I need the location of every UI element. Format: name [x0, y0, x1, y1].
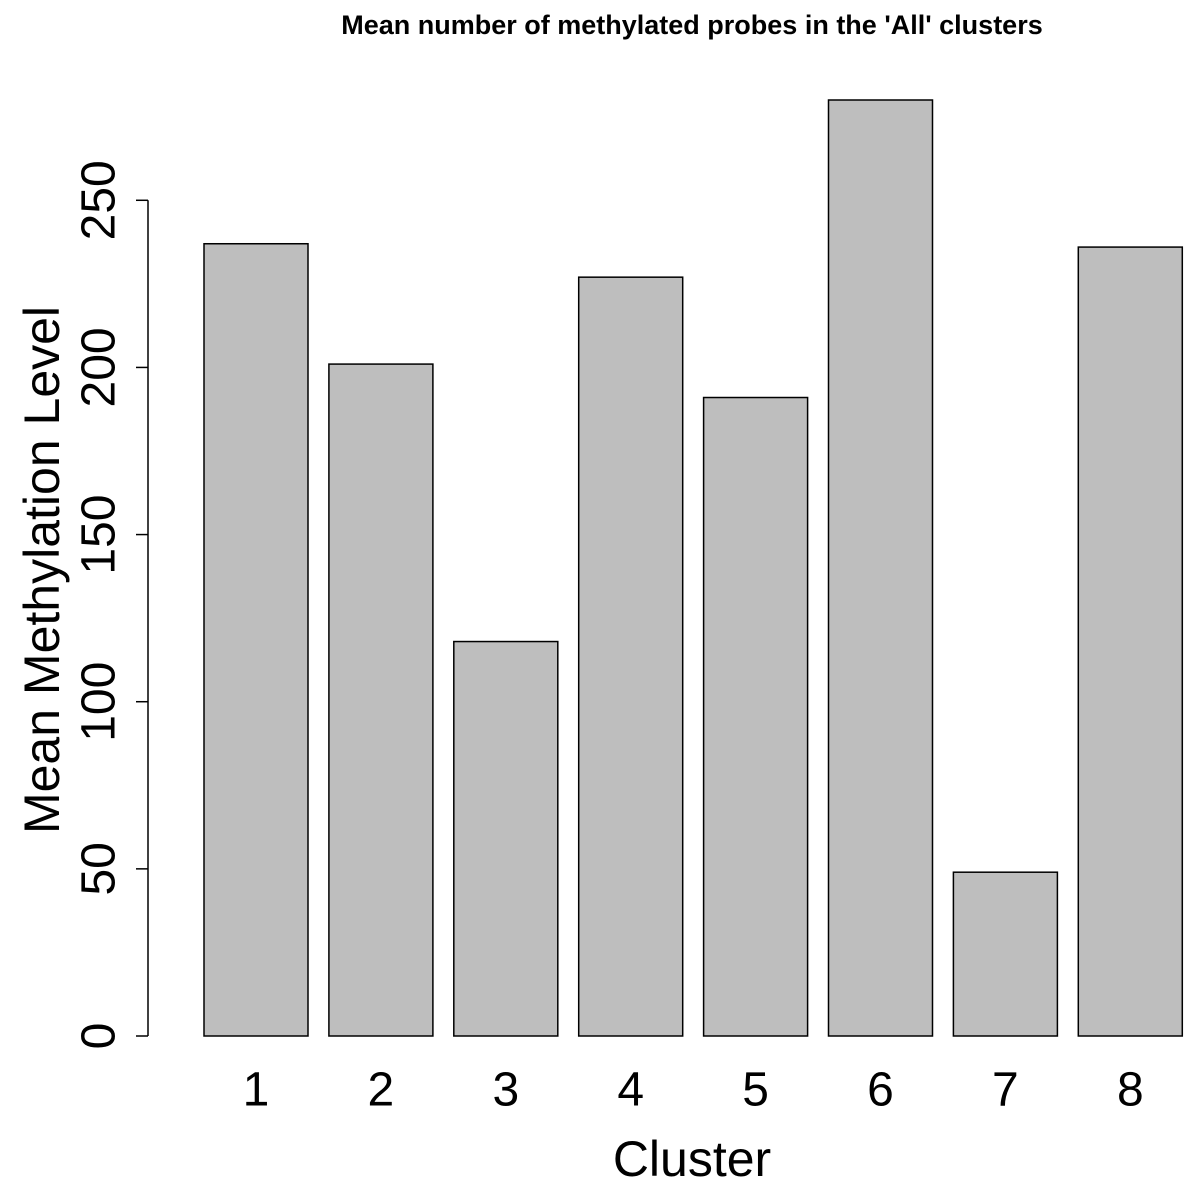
x-tick-label: 1 [243, 1064, 270, 1117]
bar [1077, 246, 1184, 1037]
y-tick-label: 200 [73, 327, 126, 407]
bar [577, 276, 684, 1037]
x-tick-label: 2 [368, 1064, 395, 1117]
bar [702, 396, 809, 1037]
x-tick-label: 5 [742, 1064, 769, 1117]
bar [827, 99, 934, 1037]
x-tick-label: 3 [492, 1064, 519, 1117]
y-tick-label: 0 [73, 1023, 126, 1050]
x-axis-title: Cluster [613, 1131, 771, 1187]
x-tick-label: 6 [867, 1064, 894, 1117]
y-tick-label: 150 [73, 495, 126, 575]
chart-title: Mean number of methylated probes in the … [341, 10, 1042, 40]
bar [453, 640, 559, 1037]
y-axis-title: Mean Methylation Level [14, 306, 70, 834]
y-tick-label: 50 [73, 842, 126, 895]
x-tick-label: 8 [1117, 1064, 1144, 1117]
bar [952, 871, 1059, 1037]
y-tick-label: 100 [73, 662, 126, 742]
y-tick-label: 250 [73, 160, 126, 240]
bar [328, 363, 434, 1037]
bar [203, 242, 309, 1037]
x-tick-label: 7 [992, 1064, 1019, 1117]
x-tick-label: 4 [617, 1064, 644, 1117]
